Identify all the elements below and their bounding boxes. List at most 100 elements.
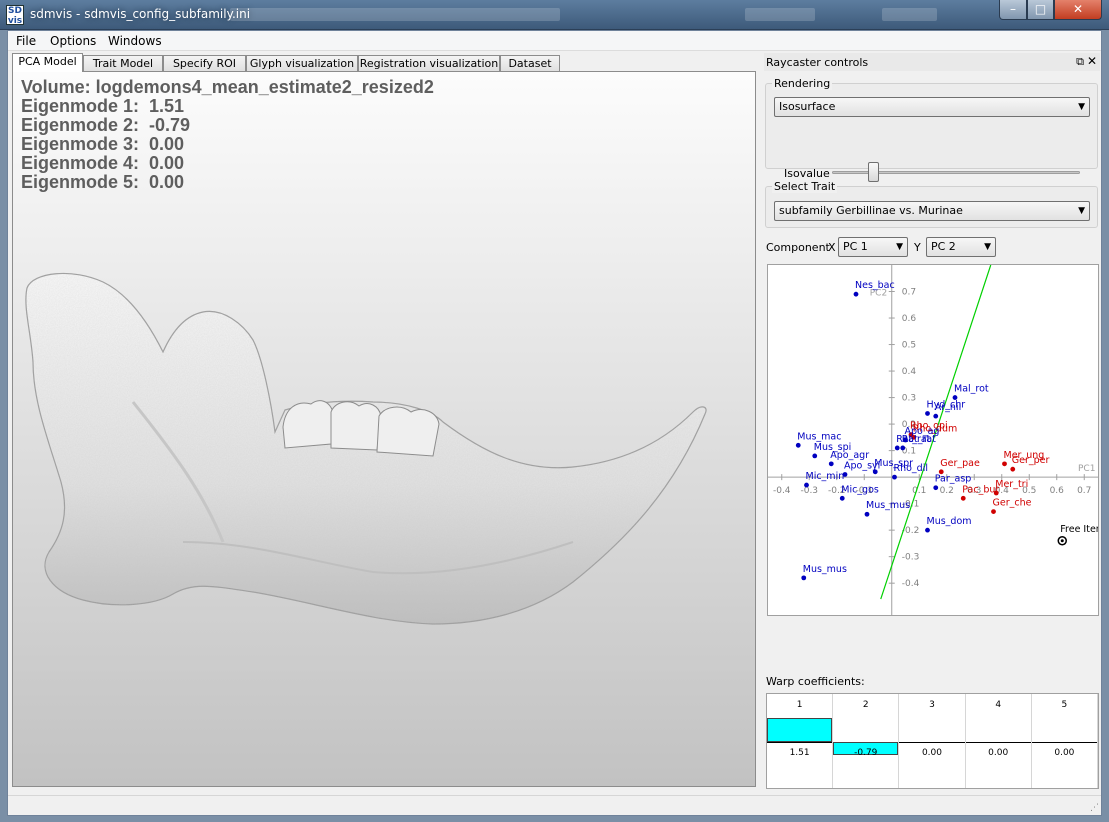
y-axis-title: PC2 — [870, 289, 887, 299]
tab-dataset[interactable]: Dataset — [500, 55, 560, 72]
component-x-label: X — [828, 241, 836, 254]
maximize-button[interactable]: □ — [1027, 0, 1054, 20]
y-tick-label: 0.5 — [902, 341, 916, 351]
scatter-point — [894, 445, 900, 451]
eigenmode-5-label: Eigenmode 5: 0.00 — [21, 172, 185, 192]
menu-options[interactable]: Options — [50, 34, 97, 48]
scatter-point-label: Ger_pae — [940, 458, 980, 469]
component-x-value: PC 1 — [843, 240, 868, 253]
scatter-point-label: Mer_tri — [995, 479, 1028, 490]
rendering-group-title: Rendering — [772, 77, 833, 90]
window-title: sdmvis - sdmvis_config_subfamily.ini — [30, 7, 251, 21]
warp-column-4[interactable]: 4 0.00 — [966, 694, 1032, 788]
warp-column-header: 2 — [862, 700, 869, 710]
tab-glyph-visualization[interactable]: Glyph visualization — [246, 55, 358, 72]
eigenmode-1-label: Eigenmode 1: 1.51 — [21, 96, 185, 116]
mandible-ridge-line — [182, 541, 574, 575]
menu-file[interactable]: File — [16, 34, 37, 48]
scatter-point-label: Mus_mus — [803, 564, 847, 575]
scatter-point — [993, 490, 999, 496]
y-tick-label: 0.7 — [902, 288, 916, 298]
close-window-button[interactable]: ✕ — [1054, 0, 1102, 20]
trait-separator-line — [880, 265, 992, 600]
warp-column-header: 3 — [929, 700, 935, 710]
scatter-point — [900, 445, 906, 451]
warp-column-5[interactable]: 5 0.00 — [1032, 694, 1098, 788]
tab-registration-visualization[interactable]: Registration visualization — [358, 55, 500, 72]
blurred-title-area — [882, 8, 937, 21]
scatter-point-label: Apo_syl — [844, 460, 880, 471]
chevron-down-icon: ▼ — [984, 242, 991, 252]
scatter-point — [812, 453, 818, 459]
x-tick-label: 0.6 — [1050, 486, 1065, 496]
isovalue-slider-handle[interactable] — [867, 162, 879, 182]
scatter-point — [839, 495, 845, 501]
scatter-point-label: Mus_spi — [814, 442, 852, 453]
x-tick-label: -0.3 — [800, 486, 818, 496]
scatter-point — [933, 413, 939, 419]
y-tick-label: 0.1 — [902, 447, 916, 457]
x-tick-label: -0.4 — [773, 486, 791, 496]
isovalue-slider-track[interactable] — [832, 171, 1080, 174]
eigenmode-4-label: Eigenmode 4: 0.00 — [21, 153, 185, 173]
component-y-select[interactable]: PC 2 ▼ — [926, 237, 996, 257]
scatter-point-label: Ger_per — [1012, 455, 1050, 466]
tab-pca-model[interactable]: PCA Model — [12, 53, 83, 72]
x-tick-label: 0.3 — [967, 486, 981, 496]
scatter-plot-svg[interactable]: -0.4 -0.3 -0.2 -0.1 0.1 0.2 0.3 0.4 0.5 0.6 0.7 0.7… — [768, 265, 1098, 615]
trait-value: subfamily Gerbillinae vs. Murinae — [779, 204, 963, 217]
warp-value-label: 0.00 — [921, 748, 942, 758]
scatter-point — [1002, 461, 1007, 467]
close-dock-icon[interactable]: ✕ — [1086, 54, 1097, 68]
scatter-point-label: Mus_dom — [927, 516, 972, 527]
y-tick-label: -0.1 — [902, 500, 920, 510]
warp-column-3[interactable]: 3 0.00 — [899, 694, 966, 788]
warp-value-label: -0.79 — [854, 748, 878, 758]
warp-column-1[interactable]: 1 1.51 — [767, 694, 834, 788]
scatter-point-label: Apo_ag — [905, 426, 940, 437]
size-grip-icon[interactable]: ⋰ — [1090, 803, 1099, 813]
scatter-point — [842, 472, 848, 477]
free-item-point-center — [1060, 539, 1064, 543]
scatter-point — [864, 511, 870, 517]
warp-column-header: 1 — [796, 700, 803, 710]
minimize-button[interactable]: – — [999, 0, 1027, 20]
warp-value-label: 1.51 — [789, 748, 810, 758]
y-tick-label: -0.3 — [902, 553, 920, 563]
chevron-down-icon: ▼ — [1078, 206, 1085, 216]
tab-specify-roi[interactable]: Specify ROI — [163, 55, 246, 72]
warp-coefficients-table[interactable]: 1 1.51 2 -0.79 3 0.00 4 0.00 5 0.00 — [766, 693, 1099, 789]
scatter-point-label: Apo_agr — [830, 450, 869, 461]
select-trait-title: Select Trait — [772, 180, 838, 193]
volume-label: Volume: logdemons4_mean_estimate2_resize… — [21, 77, 434, 97]
warp-zero-line — [767, 742, 1098, 743]
tab-trait-model[interactable]: Trait Model — [83, 55, 163, 72]
component-x-select[interactable]: PC 1 ▼ — [838, 237, 908, 257]
scatter-point-label: Hyd_chr — [927, 399, 966, 410]
scatter-point — [933, 485, 939, 491]
scatter-point — [925, 527, 930, 533]
pca-scatter-plot[interactable]: -0.4 -0.3 -0.2 -0.1 0.1 0.2 0.3 0.4 0.5 0.6 0.7 0.7… — [767, 264, 1099, 616]
warp-bar[interactable] — [767, 717, 833, 742]
rendering-mode-select[interactable]: Isosurface ▼ — [774, 97, 1090, 117]
scatter-point-label: Rho_dum — [913, 423, 958, 434]
warp-column-2[interactable]: 2 -0.79 — [833, 694, 900, 788]
x-tick-label: 0.7 — [1077, 486, 1091, 496]
scatter-point-label: Mus_mus — [866, 500, 910, 511]
y-tick-label: -0.2 — [902, 526, 920, 536]
scatter-point — [1010, 466, 1016, 472]
x-tick-label: 0.2 — [940, 486, 954, 496]
scatter-point — [991, 509, 996, 514]
mandible-ridge-line — [131, 401, 225, 543]
trait-select[interactable]: subfamily Gerbillinae vs. Murinae ▼ — [774, 201, 1090, 221]
warp-bar[interactable] — [833, 742, 899, 755]
render-viewport[interactable]: Volume: logdemons4_mean_estimate2_resize… — [12, 71, 756, 787]
menu-windows[interactable]: Windows — [108, 34, 162, 48]
y-tick-label: 0.3 — [902, 394, 916, 404]
warp-coefficients-label: Warp coefficients: — [766, 675, 865, 688]
float-dock-icon[interactable]: ⧉ — [1076, 55, 1084, 68]
chevron-down-icon: ▼ — [896, 242, 903, 252]
y-tick-label: 0.2 — [902, 420, 916, 430]
eigenmode-3-label: Eigenmode 3: 0.00 — [21, 134, 185, 154]
scatter-point — [952, 395, 958, 400]
